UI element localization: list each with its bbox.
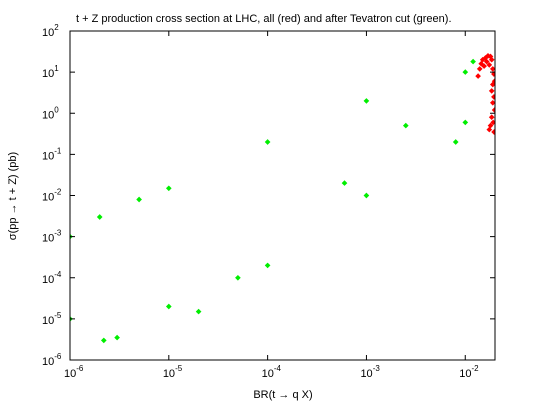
series-1-points bbox=[70, 58, 476, 344]
data-point bbox=[165, 303, 172, 310]
data-point bbox=[96, 214, 103, 220]
x-tick-label: 10-5 bbox=[163, 364, 183, 380]
x-tick-label: 10-3 bbox=[360, 364, 380, 380]
data-point bbox=[489, 66, 495, 72]
data-point bbox=[70, 316, 73, 322]
y-axis-label: σ(pp → t + Z) (pb) bbox=[7, 152, 19, 240]
chart-title: t + Z production cross section at LHC, a… bbox=[76, 13, 452, 25]
data-point bbox=[70, 233, 73, 240]
data-point bbox=[402, 122, 409, 129]
data-point bbox=[475, 73, 481, 79]
data-point bbox=[488, 88, 495, 94]
data-point bbox=[491, 94, 495, 100]
data-point bbox=[489, 99, 495, 106]
y-tick-label: 100 bbox=[42, 105, 59, 121]
y-tick-label: 10-2 bbox=[42, 188, 62, 204]
data-point bbox=[486, 126, 493, 133]
data-point bbox=[491, 129, 495, 135]
y-tick-label: 10-1 bbox=[42, 146, 62, 162]
data-point bbox=[114, 334, 120, 341]
data-point bbox=[363, 98, 370, 104]
y-tick-label: 10-6 bbox=[42, 352, 62, 368]
data-point bbox=[488, 114, 495, 121]
y-tick-label: 10-3 bbox=[42, 229, 62, 245]
data-point bbox=[341, 180, 348, 186]
data-point bbox=[481, 63, 487, 69]
y-tick-label: 10-4 bbox=[42, 270, 62, 286]
data-point bbox=[165, 185, 172, 192]
data-point bbox=[452, 139, 459, 145]
x-tick-label: 10-2 bbox=[459, 364, 479, 380]
x-axis-label: BR(t → q X) bbox=[253, 389, 312, 401]
y-tick-label: 102 bbox=[42, 23, 59, 39]
data-point bbox=[363, 192, 370, 199]
data-point bbox=[235, 274, 241, 281]
x-tick-label: 10-6 bbox=[64, 364, 84, 380]
data-point bbox=[462, 119, 469, 126]
y-tick-label: 10-5 bbox=[42, 311, 62, 327]
data-point bbox=[476, 66, 483, 72]
axis-ticks: 10-6 10-5 10-4 10-3 10-2 10-6 10-5 10-4 10-3 10-2… bbox=[42, 23, 495, 380]
y-tick-label: 101 bbox=[42, 64, 59, 80]
data-point bbox=[100, 337, 107, 344]
data-point bbox=[195, 308, 202, 315]
x-tick-label: 10-4 bbox=[262, 364, 282, 380]
data-point bbox=[462, 69, 469, 75]
data-point bbox=[489, 81, 495, 88]
data-point bbox=[264, 262, 271, 269]
data-point bbox=[264, 139, 271, 145]
data-point bbox=[136, 196, 142, 203]
